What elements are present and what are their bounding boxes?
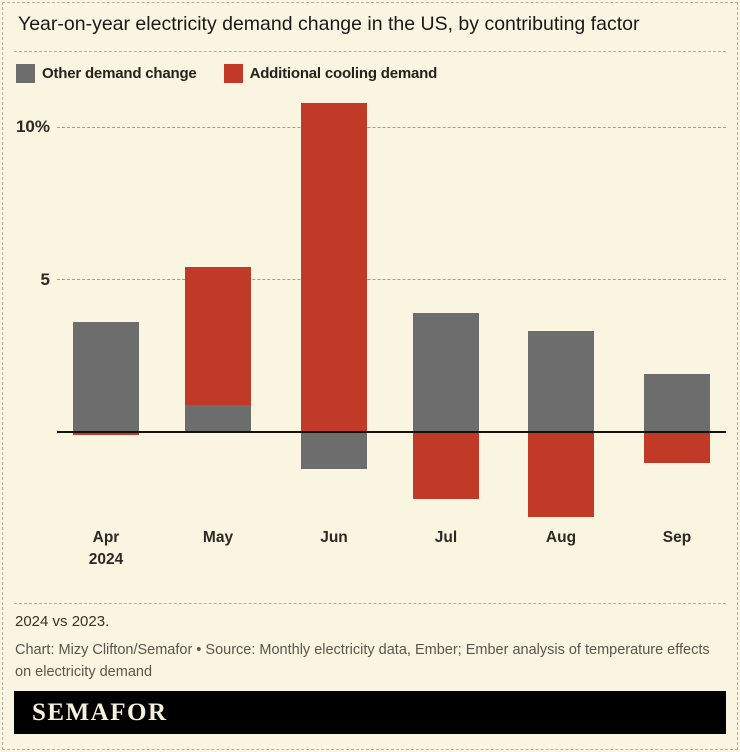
bar-apr-additional-cooling-demand xyxy=(73,432,139,436)
separator-bottom xyxy=(14,603,726,604)
bar-jul-additional-cooling-demand xyxy=(413,432,479,500)
bar-may-additional-cooling-demand xyxy=(185,267,251,405)
y-tick-label-5: 5 xyxy=(40,269,50,289)
semafor-logo: SEMAFOR xyxy=(32,698,168,726)
separator-top xyxy=(14,51,726,52)
legend-swatch-icon xyxy=(223,64,243,83)
footer-note: 2024 vs 2023. xyxy=(15,613,110,630)
bar-sep-additional-cooling-demand xyxy=(644,432,710,463)
bar-jul-other-demand-change xyxy=(413,313,479,432)
bar-jun-other-demand-change xyxy=(301,432,367,469)
footer-credit: Chart: Mizy Clifton/Semafor • Source: Mo… xyxy=(15,642,710,680)
zero-axis-line xyxy=(57,431,726,433)
legend-item-other-demand-change: Other demand change xyxy=(16,64,197,83)
bar-sep-other-demand-change xyxy=(644,374,710,432)
bar-jun-additional-cooling-demand xyxy=(301,102,367,432)
y-gridline-5 xyxy=(57,279,726,280)
bar-aug-additional-cooling-demand xyxy=(528,432,594,518)
chart-legend: Other demand change Additional cooling de… xyxy=(16,64,437,83)
x-tick-label-jun: Jun xyxy=(320,529,348,546)
bar-aug-other-demand-change xyxy=(528,331,594,432)
y-gridline-10 xyxy=(57,126,726,128)
x-tick-label-sep: Sep xyxy=(662,529,692,546)
bar-apr-other-demand-change xyxy=(73,322,139,432)
legend-swatch-icon xyxy=(16,64,35,83)
x-tick-label-may: May xyxy=(202,529,234,546)
legend-label: Other demand change xyxy=(42,65,197,82)
chart-title: Year-on-year electricity demand change i… xyxy=(18,13,640,35)
y-tick-label-10: 10% xyxy=(15,117,50,136)
x-tick-label-aug: Aug xyxy=(545,529,577,546)
legend-label: Additional cooling demand xyxy=(249,65,438,82)
x-tick-sublabel: 2024 xyxy=(88,551,124,568)
logo-bar: SEMAFOR xyxy=(14,691,726,734)
x-tick-label-apr: Apr 2024 xyxy=(61,527,151,571)
x-tick-label-jul: Jul xyxy=(434,529,458,546)
bar-may-other-demand-change xyxy=(185,404,251,432)
legend-item-additional-cooling-demand: Additional cooling demand xyxy=(223,64,438,83)
